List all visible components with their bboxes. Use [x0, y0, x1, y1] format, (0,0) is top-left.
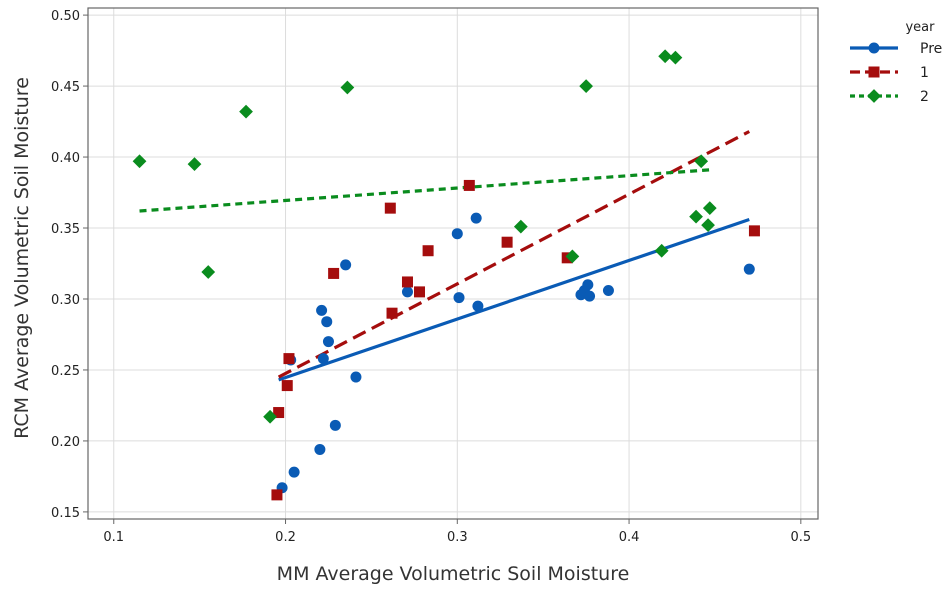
data-point-series-0: [340, 259, 352, 271]
y-tick-label: 0.30: [51, 293, 80, 308]
data-point-series-2: [340, 80, 355, 95]
grid-lines: [88, 8, 818, 519]
data-point-series-2: [187, 157, 202, 172]
data-point-series-2: [579, 79, 593, 93]
legend-label-0: Pre: [920, 41, 942, 57]
data-point-series-2: [513, 219, 528, 234]
data-point-series-2: [239, 104, 253, 119]
data-point-series-0: [322, 336, 334, 348]
x-tick-label: 0.2: [275, 530, 296, 545]
x-tick-label: 0.3: [447, 530, 468, 545]
x-tick-label: 0.4: [619, 530, 640, 545]
data-point-series-0: [470, 212, 482, 224]
legend-marker-2: [867, 89, 881, 103]
data-point-series-0: [288, 466, 300, 478]
data-point-series-0: [743, 263, 755, 275]
data-point-series-1: [401, 276, 413, 288]
data-point-series-1: [283, 353, 295, 365]
data-point-series-2: [658, 49, 673, 64]
data-point-series-0: [316, 304, 328, 316]
data-point-series-2: [263, 409, 277, 424]
data-point-series-2: [701, 218, 715, 233]
y-tick-label: 0.20: [51, 435, 80, 450]
legend: year Pre 1 2: [850, 20, 942, 105]
legend-label-1: 1: [920, 65, 929, 81]
data-point-series-2: [132, 154, 147, 169]
plot-frame: [87, 7, 819, 520]
fit-line-series-2: [139, 168, 710, 213]
data-point-series-0: [584, 290, 596, 302]
y-tick-label: 0.40: [51, 151, 80, 166]
legend-label-2: 2: [920, 89, 929, 105]
data-point-series-0: [453, 292, 465, 304]
data-point-series-2: [565, 249, 580, 264]
y-tick-label: 0.50: [51, 9, 80, 24]
data-point-series-0: [317, 353, 329, 365]
data-point-series-2: [702, 201, 717, 216]
data-point-series-1: [501, 236, 513, 248]
legend-marker-1: [868, 66, 880, 78]
data-point-series-1: [463, 179, 475, 191]
data-point-series-1: [384, 202, 396, 214]
data-point-series-1: [328, 267, 340, 279]
legend-marker-0: [868, 42, 880, 54]
data-point-series-0: [314, 443, 326, 455]
y-axis-label: RCM Average Volumetric Soil Moisture: [11, 77, 33, 439]
data-point-series-1: [414, 286, 426, 298]
y-tick-label: 0.45: [51, 80, 80, 95]
data-point-series-1: [422, 245, 434, 257]
data-point-series-2: [689, 209, 703, 224]
x-tick-label: 0.5: [790, 530, 811, 545]
data-point-series-2: [201, 265, 216, 279]
data-point-series-0: [451, 228, 463, 240]
legend-title: year: [905, 20, 935, 35]
data-point-series-0: [329, 419, 341, 431]
data-points: [132, 49, 760, 501]
data-point-series-2: [694, 154, 709, 169]
data-point-series-1: [281, 380, 293, 392]
data-point-series-1: [748, 225, 760, 237]
data-point-series-0: [321, 316, 333, 328]
fit-line-series-0: [278, 217, 750, 382]
data-point-series-1: [386, 307, 398, 319]
data-point-series-1: [271, 489, 283, 501]
data-point-series-2: [668, 50, 683, 65]
y-tick-label: 0.35: [51, 222, 80, 237]
data-point-series-1: [273, 407, 285, 419]
x-axis-label: MM Average Volumetric Soil Moisture: [277, 563, 630, 585]
data-point-series-0: [350, 371, 362, 383]
fit-lines: [139, 130, 751, 382]
data-point-series-0: [602, 284, 614, 296]
data-point-series-0: [401, 286, 413, 298]
y-tick-label: 0.25: [51, 364, 80, 379]
data-point-series-0: [582, 279, 594, 291]
data-point-series-2: [654, 243, 669, 258]
y-tick-label: 0.15: [51, 506, 80, 521]
x-tick-label: 0.1: [103, 530, 124, 545]
axis-ticks: 0.1 0.2 0.3 0.4 0.5 0.15 0.20 0.25 0.30 0.35 0.40 0…: [51, 9, 811, 545]
fit-line-series-1: [277, 130, 751, 379]
data-point-series-0: [472, 300, 484, 312]
